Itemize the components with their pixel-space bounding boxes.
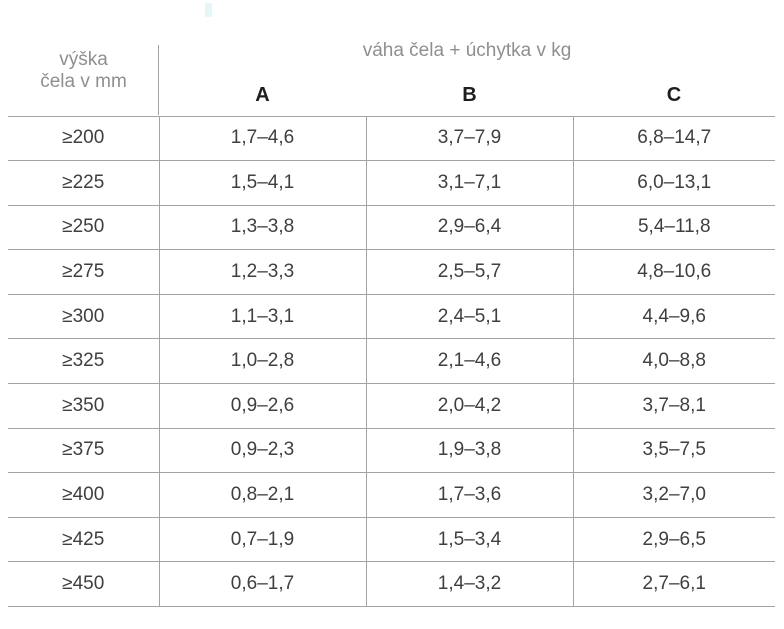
value-cell: 0,6–1,7 [158, 561, 366, 607]
table-row: ≥250 1,3–3,8 2,9–6,4 5,4–11,8 [8, 205, 775, 250]
value-cell: 1,3–3,8 [158, 205, 366, 250]
value-cell: 4,4–9,6 [572, 294, 775, 339]
value-cell: 5,4–11,8 [572, 205, 775, 250]
value-cell: 6,8–14,7 [572, 116, 775, 161]
row-label: ≥425 [62, 528, 105, 550]
table-row: ≥300 1,1–3,1 2,4–5,1 4,4–9,6 [8, 294, 775, 339]
value-cell: 2,4–5,1 [365, 294, 573, 339]
row-label: ≥200 [62, 127, 105, 149]
table-row: ≥450 0,6–1,7 1,4–3,2 2,7–6,1 [8, 561, 775, 607]
table-row: ≥200 1,7–4,6 3,7–7,9 6,8–14,7 [8, 116, 775, 161]
value-cell: 6,0–13,1 [572, 160, 775, 206]
row-label: ≥350 [62, 394, 105, 416]
column-header-b: B [462, 84, 477, 107]
value-cell: 4,8–10,6 [572, 249, 775, 295]
value-cell: 2,0–4,2 [365, 383, 573, 429]
table-row: ≥400 0,8–2,1 1,7–3,6 3,2–7,0 [8, 472, 775, 518]
value-cell: 1,5–4,1 [158, 160, 366, 206]
value-cell: 3,7–7,9 [365, 116, 573, 161]
corner-header: výška čela v mm [8, 26, 159, 116]
group-header-row: výška čela v mm váha čela + úchytka v kg [8, 26, 775, 116]
value-cell: 1,4–3,2 [365, 561, 573, 607]
row-label: ≥400 [62, 484, 105, 506]
table-row: ≥375 0,9–2,3 1,9–3,8 3,5–7,5 [8, 428, 775, 473]
table-head: výška čela v mm váha čela + úchytka v kg… [8, 26, 775, 116]
value-cell: 2,1–4,6 [365, 338, 573, 384]
weight-spec-table: výška čela v mm váha čela + úchytka v kg… [8, 26, 775, 607]
value-cell: 0,9–2,6 [158, 383, 366, 429]
group-header: váha čela + úchytka v kg [362, 40, 572, 61]
row-label: ≥275 [62, 261, 105, 283]
value-cell: 2,7–6,1 [572, 561, 775, 607]
value-cell: 1,1–3,1 [158, 294, 366, 339]
value-cell: 4,0–8,8 [572, 338, 775, 384]
column-header-a: A [255, 84, 270, 107]
table-row: ≥425 0,7–1,9 1,5–3,4 2,9–6,5 [8, 517, 775, 562]
corner-header-line1: výška [59, 48, 108, 70]
table-row: ≥350 0,9–2,6 2,0–4,2 3,7–8,1 [8, 383, 775, 429]
value-cell: 1,0–2,8 [158, 338, 366, 384]
value-cell: 3,7–8,1 [572, 383, 775, 429]
value-cell: 3,1–7,1 [365, 160, 573, 206]
table-row: ≥325 1,0–2,8 2,1–4,6 4,0–8,8 [8, 338, 775, 384]
value-cell: 0,9–2,3 [158, 428, 366, 473]
scan-artifact-mark [205, 3, 212, 17]
table-row: ≥275 1,2–3,3 2,5–5,7 4,8–10,6 [8, 249, 775, 295]
value-cell: 1,7–4,6 [158, 116, 366, 161]
value-cell: 3,2–7,0 [572, 472, 775, 518]
table-body: ≥200 1,7–4,6 3,7–7,9 6,8–14,7 ≥225 1,5–4,1 3,1… [8, 116, 775, 607]
row-label: ≥300 [62, 305, 105, 327]
value-cell: 3,5–7,5 [572, 428, 775, 473]
value-cell: 2,9–6,5 [572, 517, 775, 562]
row-label: ≥225 [62, 171, 105, 193]
value-cell: 1,7–3,6 [365, 472, 573, 518]
column-header-c: C [666, 84, 682, 107]
value-cell: 1,2–3,3 [158, 249, 366, 295]
value-cell: 1,9–3,8 [365, 428, 573, 473]
corner-header-line2: čela v mm [40, 70, 127, 92]
table-row: ≥225 1,5–4,1 3,1–7,1 6,0–13,1 [8, 160, 775, 206]
value-cell: 2,9–6,4 [365, 205, 573, 250]
value-cell: 2,5–5,7 [365, 249, 573, 295]
value-cell: 0,7–1,9 [158, 517, 366, 562]
value-cell: 1,5–3,4 [365, 517, 573, 562]
row-label: ≥325 [62, 350, 105, 372]
value-cell: 0,8–2,1 [158, 472, 366, 518]
row-label: ≥375 [62, 439, 105, 461]
column-header-row: A B C [8, 76, 775, 116]
row-label: ≥450 [62, 573, 105, 595]
row-label: ≥250 [62, 216, 105, 238]
